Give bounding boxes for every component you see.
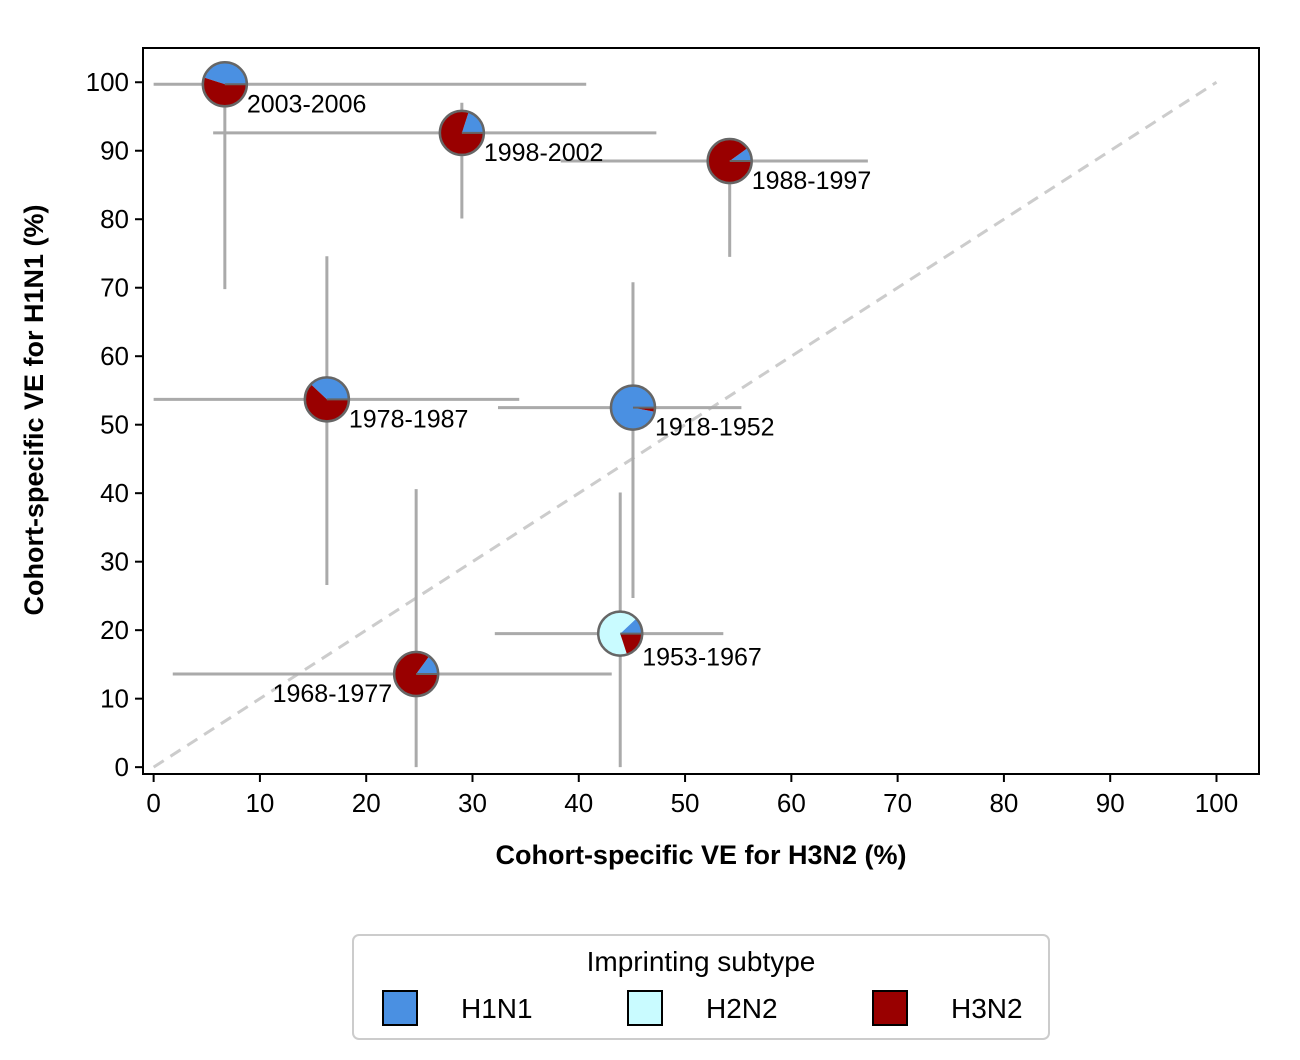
x-tick-label: 50 <box>671 788 700 818</box>
pie-slice-h3n2 <box>304 384 349 422</box>
y-tick-label: 30 <box>100 547 129 577</box>
pie-outline <box>392 650 440 698</box>
pie-marker <box>706 137 753 185</box>
legend-swatch-h1n1 <box>382 990 418 1026</box>
pie-outline <box>609 384 657 431</box>
pie-marker <box>201 61 249 108</box>
legend-swatch-h2n2 <box>627 990 663 1026</box>
cohort-label: 1953-1967 <box>642 644 762 672</box>
y-tick-label: 100 <box>86 67 129 97</box>
axes: 0 10 20 30 40 50 60 70 80 90 100 0 10 20 30 40 50 60 70 80 9… <box>86 67 1239 818</box>
legend: Imprinting subtype H1N1 H2N2 H3N2 <box>352 934 1050 1040</box>
plot-area: 2003-2006 1998-2002 1988-1997 1978-1987 1918… <box>152 61 1218 769</box>
pie-marker <box>609 384 657 431</box>
x-tick-label: 80 <box>989 788 1018 818</box>
x-axis-title: Cohort-specific VE for H3N2 (%) <box>495 840 906 870</box>
pie-outline <box>438 109 486 157</box>
pie-outline <box>303 376 351 423</box>
pie-marker <box>596 610 644 657</box>
y-tick-label: 70 <box>100 273 129 303</box>
pie-marker <box>303 376 351 423</box>
y-tick-label: 80 <box>100 204 129 234</box>
x-tick-label: 70 <box>883 788 912 818</box>
y-tick-label: 90 <box>100 136 129 166</box>
y-tick-label: 60 <box>100 341 129 371</box>
cohort-label: 2003-2006 <box>247 90 367 118</box>
pie-outline <box>596 610 644 657</box>
cohort-label: 1998-2002 <box>484 139 604 167</box>
x-tick-label: 0 <box>146 788 160 818</box>
pie-slice-h1n1 <box>203 62 247 85</box>
y-tick-label: 20 <box>100 615 129 645</box>
pie-slice-h3n2 <box>632 407 655 412</box>
pie-slice-h2n2 <box>598 611 637 656</box>
y-tick-label: 50 <box>100 410 129 440</box>
x-tick-label: 20 <box>352 788 381 818</box>
x-tick-label: 30 <box>458 788 487 818</box>
pie-outline <box>706 137 753 185</box>
cohort-label: 1988-1997 <box>752 167 872 195</box>
legend-label-h2n2: H2N2 <box>706 993 778 1024</box>
y-tick-label: 0 <box>115 752 129 782</box>
cohort-label: 1918-1952 <box>655 414 775 442</box>
pie-marker <box>438 109 486 157</box>
plot-frame <box>142 47 1260 775</box>
y-tick-label: 40 <box>100 478 129 508</box>
legend-label-h3n2: H3N2 <box>951 993 1023 1024</box>
pie-slice-h1n1 <box>620 618 643 634</box>
reference-line <box>152 80 1218 769</box>
legend-label-h1n1: H1N1 <box>461 993 533 1024</box>
pie-outline <box>201 61 249 108</box>
pie-slice-h1n1 <box>310 377 349 400</box>
legend-swatch-h3n2 <box>872 990 908 1026</box>
cohort-label: 1978-1987 <box>349 405 469 433</box>
x-tick-label: 60 <box>777 788 806 818</box>
y-tick-label: 10 <box>100 684 129 714</box>
legend-title: Imprinting subtype <box>587 946 816 977</box>
pie-slice-h3n2 <box>620 633 643 655</box>
cohort-label: 1968-1977 <box>273 680 393 708</box>
pie-marker <box>392 650 440 698</box>
pie-slice-h1n1 <box>461 112 484 133</box>
x-tick-label: 10 <box>245 788 274 818</box>
pie-slice-h1n1 <box>729 148 752 162</box>
x-tick-label: 40 <box>564 788 593 818</box>
x-tick-label: 90 <box>1096 788 1125 818</box>
y-axis-title: Cohort-specific VE for H1N1 (%) <box>19 204 49 615</box>
x-tick-label: 100 <box>1195 788 1238 818</box>
